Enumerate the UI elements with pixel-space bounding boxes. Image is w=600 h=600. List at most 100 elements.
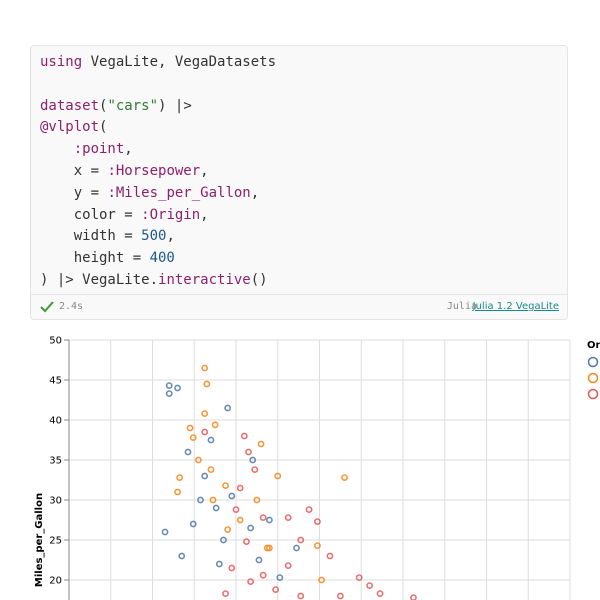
point bbox=[228, 564, 236, 572]
point bbox=[243, 538, 250, 545]
point bbox=[207, 436, 215, 444]
code-token: :Horsepower bbox=[107, 162, 201, 179]
y-tick-label: 25 bbox=[49, 536, 62, 547]
point bbox=[211, 421, 219, 429]
legend-symbol bbox=[587, 372, 599, 384]
point bbox=[228, 492, 236, 500]
code-line: ) |> VegaLite.interactive() bbox=[40, 270, 276, 292]
code-token: y = bbox=[40, 184, 108, 201]
point bbox=[293, 544, 300, 552]
code-token: dataset bbox=[40, 97, 100, 114]
code-token: ( bbox=[99, 97, 108, 114]
code-token: 500 bbox=[141, 228, 167, 245]
point bbox=[236, 484, 244, 492]
point bbox=[222, 482, 229, 489]
point bbox=[355, 574, 363, 581]
point bbox=[209, 496, 217, 504]
code-line: using VegaLite, VegaDatasets bbox=[40, 52, 276, 74]
point bbox=[161, 528, 169, 536]
code-cell[interactable]: using VegaLite, VegaDatasets dataset("car… bbox=[30, 45, 568, 320]
point bbox=[326, 552, 334, 560]
point bbox=[201, 428, 209, 436]
code-token: , bbox=[124, 141, 133, 158]
code-line: x = :Horsepower, bbox=[40, 161, 276, 183]
point bbox=[284, 514, 292, 521]
point bbox=[314, 518, 321, 525]
code-token: ) |> bbox=[158, 97, 192, 114]
point bbox=[165, 390, 173, 397]
code-token: , bbox=[166, 228, 175, 245]
check-icon bbox=[40, 301, 54, 313]
point bbox=[240, 432, 248, 440]
point bbox=[174, 384, 181, 392]
point bbox=[318, 576, 325, 584]
code-line: height = 400 bbox=[40, 248, 276, 270]
code-line: :point, bbox=[40, 139, 276, 161]
point bbox=[220, 536, 227, 544]
code-token: color = bbox=[40, 206, 142, 223]
point bbox=[212, 504, 220, 512]
point bbox=[247, 524, 255, 532]
y-tick-label: 40 bbox=[49, 416, 62, 427]
point bbox=[201, 364, 209, 372]
code-token: @vlplot bbox=[40, 119, 100, 136]
code-line: color = :Origin, bbox=[40, 205, 276, 227]
point bbox=[251, 466, 259, 473]
point bbox=[224, 404, 232, 412]
code-token: height = bbox=[40, 250, 150, 267]
point bbox=[224, 526, 232, 533]
point bbox=[259, 514, 267, 521]
point bbox=[249, 456, 257, 464]
code-token: 400 bbox=[149, 250, 175, 267]
code-token: , bbox=[200, 206, 209, 223]
point bbox=[195, 456, 202, 464]
point bbox=[255, 556, 263, 564]
point bbox=[245, 448, 252, 456]
point bbox=[265, 516, 273, 524]
code-token: :point bbox=[73, 141, 125, 158]
code-token: , bbox=[250, 184, 260, 201]
code-token: width = bbox=[40, 228, 142, 245]
point bbox=[376, 590, 384, 597]
point bbox=[257, 440, 265, 448]
point bbox=[366, 582, 373, 589]
legend-symbol bbox=[587, 356, 599, 368]
code: using VegaLite, VegaDatasets dataset("car… bbox=[40, 52, 276, 292]
point bbox=[284, 562, 292, 569]
point bbox=[314, 542, 321, 549]
point bbox=[176, 474, 184, 481]
point bbox=[236, 516, 244, 524]
code-token: () bbox=[250, 271, 268, 288]
point bbox=[253, 496, 261, 504]
y-tick-label: 45 bbox=[49, 376, 62, 387]
code-token: ) |> VegaLite. bbox=[40, 271, 159, 288]
run-time: 2.4s bbox=[59, 301, 84, 312]
point bbox=[189, 520, 197, 528]
language: Julia bbox=[446, 301, 477, 312]
y-tick-label: 20 bbox=[49, 576, 62, 587]
code-token: :Miles_per_Gallon bbox=[107, 184, 251, 201]
point bbox=[305, 506, 313, 513]
environment-link[interactable]: Julia 1.2 VegaLite bbox=[472, 301, 559, 312]
legend-title: Or bbox=[587, 340, 600, 351]
code-token: x = bbox=[40, 162, 108, 179]
point bbox=[247, 578, 255, 585]
code-token: , bbox=[200, 162, 209, 179]
point bbox=[410, 594, 417, 600]
status-bar: 2.4s Julia Julia 1.2 VegaLite bbox=[31, 294, 567, 319]
code-line: @vlplot( bbox=[40, 117, 276, 139]
point bbox=[232, 506, 240, 513]
y-tick-label: 35 bbox=[49, 456, 62, 467]
point bbox=[336, 592, 344, 600]
y-tick-label: 50 bbox=[49, 336, 62, 347]
code-token: using bbox=[40, 54, 83, 70]
point bbox=[203, 380, 211, 388]
code-line: y = :Miles_per_Gallon, bbox=[40, 183, 276, 205]
code-line: dataset("cars") |> bbox=[40, 96, 276, 118]
point bbox=[207, 466, 215, 473]
point bbox=[274, 472, 282, 480]
point bbox=[276, 574, 284, 581]
point bbox=[341, 474, 348, 481]
